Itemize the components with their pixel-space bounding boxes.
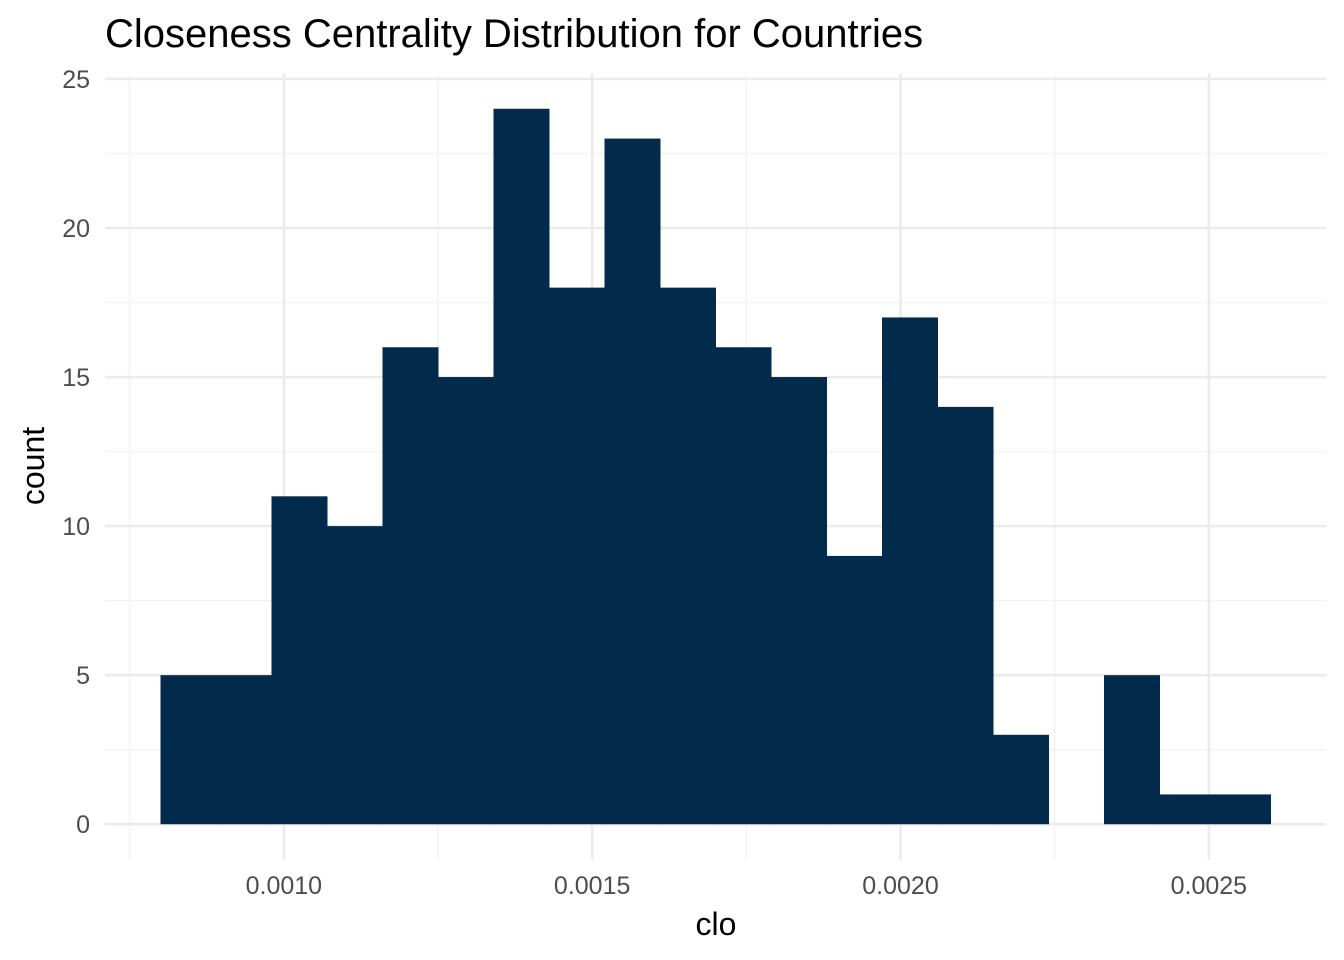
y-tick-label: 0 [76, 811, 90, 839]
x-tick-label: 0.0025 [1171, 872, 1247, 900]
histogram-bar [1159, 794, 1216, 825]
x-tick-label: 0.0010 [246, 872, 322, 900]
y-tick-label: 25 [62, 66, 90, 94]
y-axis-title: count [15, 427, 51, 505]
y-tick-label: 20 [62, 215, 90, 243]
histogram-bar [160, 675, 217, 825]
y-tick-label: 5 [76, 662, 90, 690]
histogram-bar [327, 526, 383, 825]
histogram-bar [1215, 794, 1271, 825]
histogram-bar [1104, 675, 1160, 825]
histogram-bars [160, 108, 1271, 825]
x-axis-title: clo [696, 906, 737, 942]
histogram-bar [660, 287, 716, 825]
histogram-bar [271, 496, 328, 825]
x-tick-label: 0.0015 [554, 872, 630, 900]
histogram-bar [771, 377, 827, 825]
histogram-bar [438, 377, 494, 825]
x-axis-tick-labels: 0.0010 0.0015 0.0020 0.0025 [246, 872, 1247, 900]
histogram-bar [493, 108, 550, 825]
y-axis-tick-labels: 0 5 10 15 20 25 [62, 66, 90, 839]
chart-title: Closeness Centrality Distribution for Co… [105, 12, 923, 56]
histogram-bar [382, 347, 439, 825]
histogram-bar [216, 675, 272, 825]
histogram-bar [604, 138, 661, 825]
histogram-bar [882, 317, 938, 825]
x-tick-label: 0.0020 [862, 872, 938, 900]
histogram-bar [993, 734, 1049, 825]
histogram-bar [826, 555, 883, 825]
histogram-bar [937, 406, 994, 825]
y-tick-label: 15 [62, 364, 90, 392]
y-tick-label: 10 [62, 513, 90, 541]
histogram-bar [715, 347, 772, 825]
histogram-bar [549, 287, 605, 825]
